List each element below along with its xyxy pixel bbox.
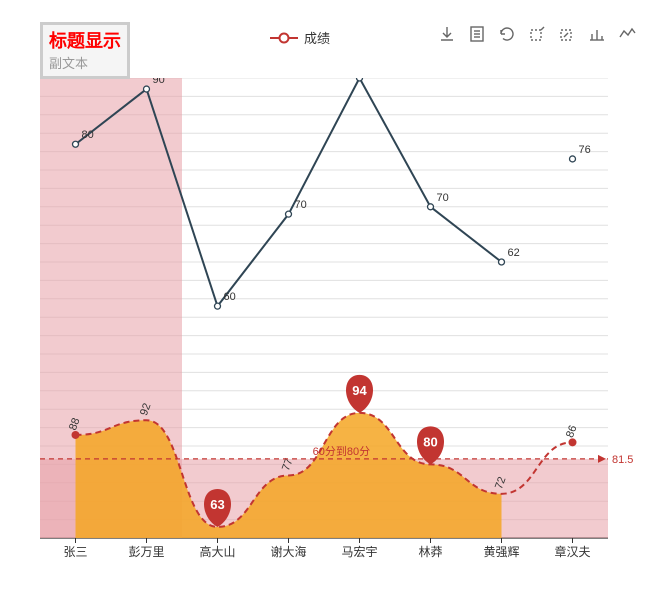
- legend-label: 成绩: [304, 28, 330, 47]
- line-point: [428, 204, 434, 210]
- x-tick-label: 彭万里: [128, 545, 164, 559]
- score-point-label: 86: [564, 424, 579, 440]
- svg-text:94: 94: [352, 383, 367, 398]
- pin-marker: 94: [346, 375, 373, 413]
- line-point-label: 70: [437, 192, 449, 204]
- line-point: [215, 303, 221, 309]
- zoom-icon[interactable]: [527, 24, 547, 44]
- line-icon[interactable]: [617, 24, 637, 44]
- download-icon[interactable]: [437, 24, 457, 44]
- svg-text:80: 80: [423, 434, 437, 449]
- x-tick-label: 高大山: [199, 544, 235, 559]
- bar-icon[interactable]: [587, 24, 607, 44]
- data-view-icon[interactable]: [467, 24, 487, 44]
- x-tick-label: 黄强辉: [483, 545, 519, 559]
- score-endpoint-dot: [569, 438, 577, 446]
- line-point: [73, 141, 79, 147]
- x-tick-label: 张三: [63, 545, 87, 559]
- markline-label: 81.5: [612, 454, 633, 466]
- score-endpoint-dot: [72, 431, 80, 439]
- line-point-label: 76: [579, 144, 591, 156]
- chart-subtitle: 副文本: [49, 53, 121, 72]
- zoom-reset-icon[interactable]: [557, 24, 577, 44]
- line-point: [499, 259, 505, 265]
- x-tick-label: 章汉夫: [554, 544, 590, 559]
- line-point-label: 60: [224, 291, 236, 303]
- legend[interactable]: 成绩: [270, 28, 330, 47]
- x-tick-label: 马宏宇: [341, 544, 377, 559]
- restore-icon[interactable]: [497, 24, 517, 44]
- line-point: [357, 78, 363, 81]
- x-tick-label: 谢大海: [270, 544, 306, 559]
- line-point-label: 90: [153, 78, 165, 86]
- chart-container: 标题显示 副文本 成绩 6065707580859095100105110115…: [0, 0, 649, 602]
- markline-text: 60分到80分: [313, 445, 370, 458]
- line-point: [286, 211, 292, 217]
- plot-area: 6065707580859095100105110115120125130135…: [40, 78, 638, 568]
- chart-title: 标题显示: [49, 27, 121, 53]
- line-point: [144, 86, 150, 92]
- legend-marker-icon: [270, 32, 298, 44]
- line-point-label: 62: [508, 247, 520, 259]
- toolbox: [437, 24, 637, 44]
- title-box: 标题显示 副文本: [40, 22, 130, 79]
- x-tick-label: 林莽: [418, 545, 442, 559]
- line-point-label: 70: [295, 199, 307, 211]
- line-point: [570, 156, 576, 162]
- line-point-label: 80: [82, 129, 94, 141]
- svg-text:63: 63: [210, 497, 224, 512]
